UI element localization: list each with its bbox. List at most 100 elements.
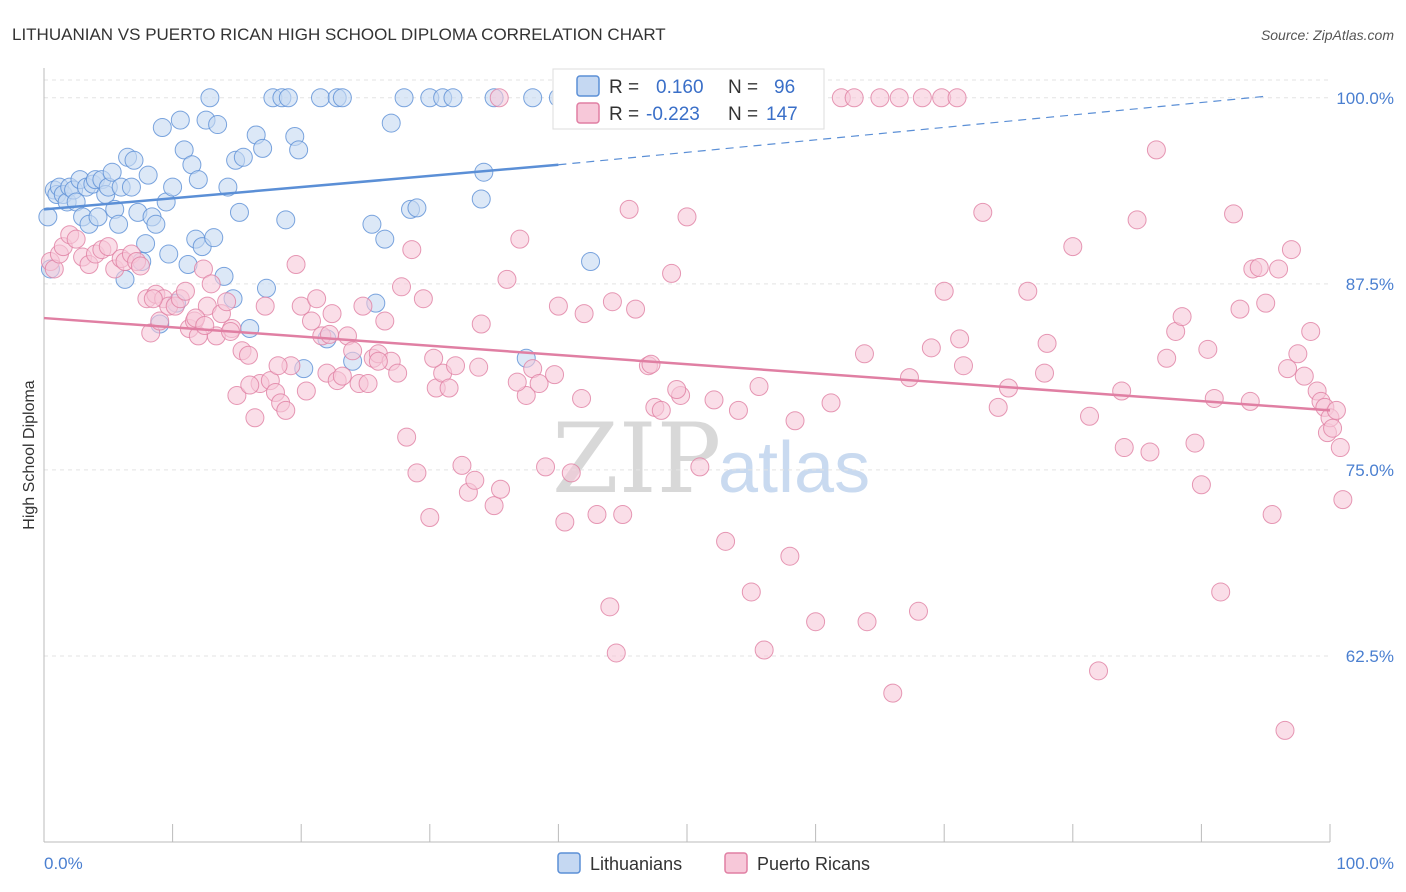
point-0-63 (276, 210, 296, 230)
point-1-29 (193, 259, 213, 279)
point-1-152 (1323, 418, 1343, 438)
point-1-85 (516, 385, 536, 405)
point-1-158 (195, 316, 215, 336)
point-1-118 (953, 356, 973, 376)
point-1-89 (548, 296, 568, 316)
point-1-135 (1224, 204, 1244, 224)
point-0-35 (152, 118, 172, 138)
point-1-142 (1275, 720, 1295, 740)
point-1-145 (1294, 366, 1314, 386)
point-1-98 (626, 299, 646, 319)
point-1-143 (1281, 240, 1301, 260)
point-1-130 (1172, 307, 1192, 327)
point-1-172 (704, 390, 724, 410)
point-1-154 (1330, 438, 1350, 458)
point-1-133 (1204, 388, 1224, 408)
stats-legend: R = 0.160 N = 96 R = -0.223 N = 147 (552, 68, 825, 130)
y-tick-label-3: 62.5% (1346, 647, 1394, 666)
stats-swatch-lithuanians (576, 75, 600, 97)
stats-n-value-1: 147 (766, 104, 798, 125)
point-1-116 (921, 338, 941, 358)
point-1-107 (728, 400, 748, 420)
point-1-176 (854, 344, 874, 364)
point-0-52 (218, 177, 238, 197)
point-1-93 (587, 505, 607, 525)
point-1-119 (973, 202, 993, 222)
point-1-5 (66, 229, 86, 249)
bottom-legend: Lithuanians Puerto Ricans (557, 852, 870, 874)
point-1-113 (857, 612, 877, 632)
point-1-141 (1269, 259, 1289, 279)
point-0-82 (443, 88, 463, 108)
point-1-34 (217, 292, 237, 312)
point-1-71 (413, 289, 433, 309)
point-1-36 (227, 385, 247, 405)
point-1-162 (319, 324, 339, 344)
point-1-68 (397, 427, 417, 447)
chart-source: Source: ZipAtlas.com (1261, 27, 1394, 43)
point-1-48 (291, 296, 311, 316)
point-1-190 (912, 88, 932, 108)
point-1-47 (286, 254, 306, 274)
point-1-88 (536, 457, 556, 477)
point-0-27 (124, 150, 144, 170)
point-0-64 (278, 88, 298, 108)
point-1-189 (889, 88, 909, 108)
y-tick-label-2: 75.0% (1346, 461, 1394, 480)
point-0-37 (159, 244, 179, 264)
point-1-95 (606, 643, 626, 663)
point-1-104 (677, 207, 697, 227)
point-1-80 (471, 314, 491, 334)
series-puerto-ricans (40, 88, 1353, 740)
point-0-22 (109, 214, 129, 234)
point-1-144 (1288, 344, 1308, 364)
y-tick-label-0: 100.0% (1336, 89, 1394, 108)
axes (43, 68, 1331, 843)
point-1-50 (301, 311, 321, 331)
stats-r-value-0: 0.160 (656, 77, 704, 98)
point-1-184 (1198, 339, 1218, 359)
point-1-101 (651, 400, 671, 420)
point-0-66 (289, 140, 309, 160)
trend-line-1 (43, 316, 1331, 412)
point-1-10 (98, 237, 118, 257)
point-1-92 (574, 304, 594, 324)
point-1-111 (806, 612, 826, 632)
point-1-153 (1326, 400, 1346, 420)
point-1-156 (143, 289, 163, 309)
point-1-168 (572, 388, 592, 408)
stats-r-value-1: -0.223 (646, 104, 700, 125)
stats-n-label-1: N = (728, 104, 758, 125)
point-1-79 (465, 470, 485, 490)
point-1-66 (388, 363, 408, 383)
point-1-165 (469, 357, 489, 377)
point-0-73 (362, 214, 382, 234)
point-1-182 (1112, 381, 1132, 401)
stats-swatch-puerto-ricans (576, 102, 600, 124)
point-1-49 (296, 381, 316, 401)
y-tick-label-1: 87.5% (1346, 275, 1394, 294)
point-1-167 (545, 365, 565, 385)
stats-r-label-0: R = (609, 77, 639, 98)
x-tick-label-min: 0.0% (44, 854, 83, 873)
point-0-77 (394, 88, 414, 108)
point-1-91 (561, 463, 581, 483)
point-1-25 (175, 281, 195, 301)
point-1-188 (870, 88, 890, 108)
legend-swatch-puerto-ricans (724, 852, 748, 874)
point-1-69 (402, 240, 422, 260)
point-0-79 (407, 198, 427, 218)
point-0-71 (332, 88, 352, 108)
point-1-58 (343, 341, 363, 361)
point-1-138 (1249, 257, 1269, 277)
point-0-60 (256, 278, 276, 298)
point-1-140 (1262, 505, 1282, 525)
point-1-76 (446, 356, 466, 376)
point-1-121 (1018, 281, 1038, 301)
point-0-0 (38, 207, 58, 227)
point-0-87 (523, 88, 543, 108)
point-1-183 (1157, 348, 1177, 368)
point-1-131 (1185, 433, 1205, 453)
point-1-160 (240, 375, 260, 395)
point-1-39 (245, 408, 265, 428)
